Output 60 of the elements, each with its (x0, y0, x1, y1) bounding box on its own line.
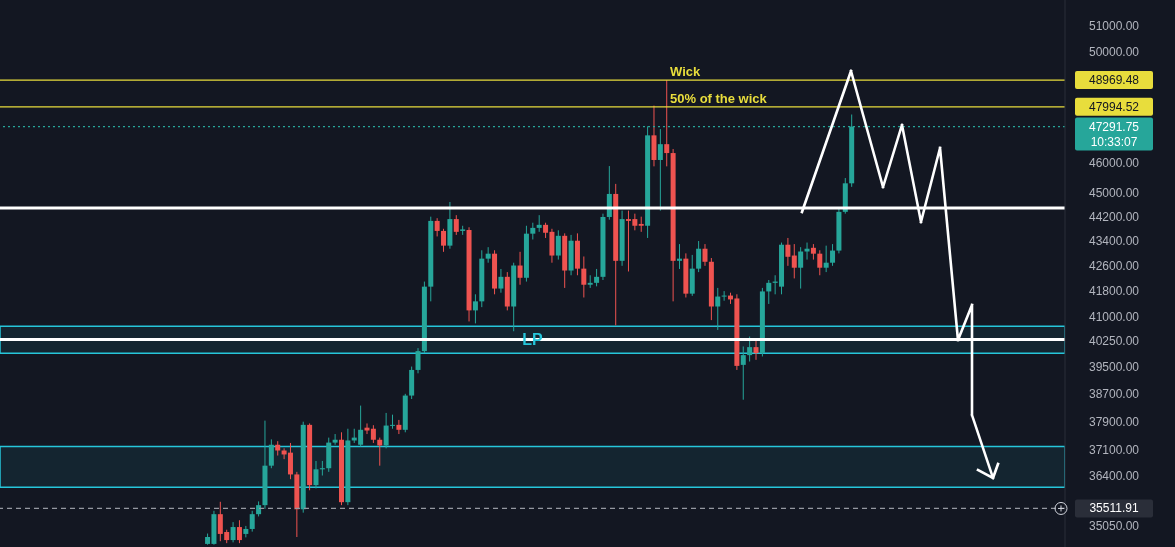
candlestick (555, 229, 561, 261)
candlestick (453, 214, 459, 236)
candlestick (517, 251, 523, 286)
ref-line-label: 50% of the wick (670, 90, 768, 106)
candlestick (236, 519, 242, 544)
candlestick (390, 414, 396, 430)
candlestick (702, 243, 708, 267)
y-tick-label: 36400.00 (1088, 468, 1140, 483)
y-tick-label: 51000.00 (1088, 18, 1140, 33)
candlestick (747, 336, 753, 363)
candlestick (753, 339, 759, 361)
ref-line-label: Wick (670, 64, 701, 80)
candlestick (313, 460, 319, 489)
y-tick-label: 44200.00 (1088, 209, 1140, 224)
y-tick-label: 41800.00 (1088, 284, 1140, 299)
text: 10:33:07 (1090, 134, 1138, 149)
candlestick (441, 228, 447, 253)
y-tick-label: 48969.48 (1088, 73, 1140, 88)
y-tick-label: 50000.00 (1088, 45, 1140, 60)
y-tick-label: 47291.75 (1088, 119, 1140, 134)
candlestick (434, 217, 440, 237)
y-tick-label: 37900.00 (1088, 414, 1140, 429)
candlestick (740, 345, 746, 401)
y-tick-label: 40250.00 (1088, 334, 1140, 349)
y-tick-label: 45000.00 (1088, 185, 1140, 200)
candlestick (319, 460, 325, 477)
candlestick (696, 240, 702, 273)
candlestick (676, 243, 682, 270)
candlestick (657, 128, 663, 212)
candlestick (823, 245, 829, 273)
candlestick (230, 521, 236, 543)
y-tick-label: 46000.00 (1088, 156, 1140, 171)
y-tick-label: 42600.00 (1088, 258, 1140, 273)
candlestick (798, 246, 804, 290)
y-tick-label: 39500.00 (1088, 359, 1140, 374)
candlestick (472, 293, 478, 324)
candlestick (268, 438, 274, 469)
y-tick-label: 37100.00 (1088, 443, 1140, 458)
y-tick-label: 35050.00 (1088, 518, 1140, 533)
candlestick (766, 279, 772, 305)
candlestick (383, 412, 389, 449)
candlestick (721, 290, 727, 302)
candlestick (332, 433, 338, 446)
candlestick (715, 287, 721, 331)
candlestick (791, 243, 797, 279)
candlestick (830, 243, 836, 267)
candlestick (817, 249, 823, 276)
candlestick (804, 242, 810, 261)
y-tick-label: 35511.91 (1089, 501, 1139, 516)
y-tick-label: 43400.00 (1088, 234, 1140, 249)
candlestick (249, 510, 255, 533)
candlestick (415, 347, 421, 374)
y-tick-label: 47994.52 (1088, 99, 1140, 114)
candlestick (396, 419, 402, 435)
candlestick (498, 268, 504, 294)
candlestick (664, 79, 670, 167)
candlestick (581, 255, 587, 298)
y-tick-label: 38700.00 (1088, 386, 1140, 401)
candlestick (785, 237, 791, 267)
y-tick-label: 41000.00 (1088, 309, 1140, 324)
